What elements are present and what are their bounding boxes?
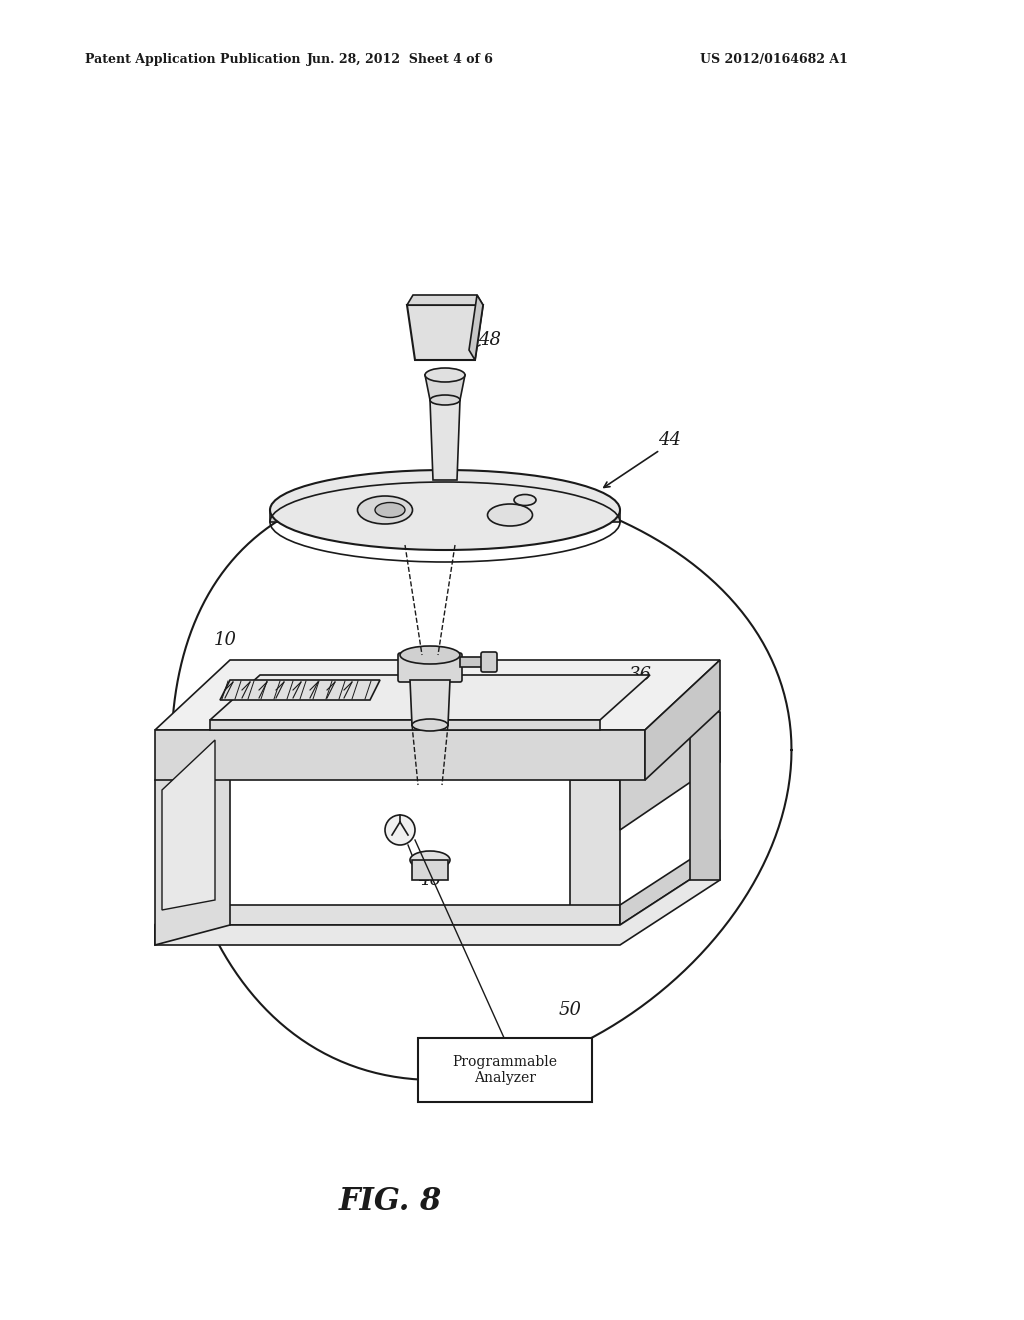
Polygon shape (155, 906, 165, 945)
Ellipse shape (514, 495, 536, 506)
Ellipse shape (400, 645, 460, 664)
Ellipse shape (425, 368, 465, 381)
Ellipse shape (430, 395, 460, 405)
Polygon shape (165, 906, 620, 925)
Text: 36: 36 (629, 667, 651, 684)
Polygon shape (407, 305, 483, 360)
Polygon shape (410, 680, 450, 725)
Polygon shape (155, 660, 720, 730)
Polygon shape (620, 711, 720, 830)
FancyBboxPatch shape (418, 1038, 592, 1102)
Text: 48: 48 (478, 331, 502, 348)
Polygon shape (155, 730, 645, 780)
Polygon shape (210, 719, 600, 730)
Text: Jun. 28, 2012  Sheet 4 of 6: Jun. 28, 2012 Sheet 4 of 6 (306, 54, 494, 66)
Polygon shape (620, 840, 720, 925)
Text: 50: 50 (558, 1001, 582, 1019)
Polygon shape (645, 660, 720, 780)
Polygon shape (425, 375, 465, 400)
Polygon shape (407, 294, 483, 305)
Text: 46: 46 (419, 871, 441, 888)
Polygon shape (570, 780, 620, 931)
FancyBboxPatch shape (398, 653, 462, 682)
Text: Programmable
Analyzer: Programmable Analyzer (453, 1055, 557, 1085)
Ellipse shape (412, 719, 449, 731)
Ellipse shape (357, 496, 413, 524)
Ellipse shape (487, 504, 532, 525)
Polygon shape (165, 780, 210, 931)
Polygon shape (460, 657, 485, 667)
Polygon shape (210, 675, 650, 719)
Ellipse shape (375, 503, 406, 517)
FancyBboxPatch shape (481, 652, 497, 672)
Polygon shape (155, 711, 230, 945)
Text: US 2012/0164682 A1: US 2012/0164682 A1 (700, 54, 848, 66)
Polygon shape (412, 861, 449, 880)
Text: 44: 44 (658, 432, 682, 449)
Ellipse shape (385, 814, 415, 845)
Polygon shape (155, 861, 720, 945)
Polygon shape (220, 680, 380, 700)
Text: Patent Application Publication: Patent Application Publication (85, 54, 300, 66)
Polygon shape (690, 711, 720, 880)
Text: FIG. 8: FIG. 8 (338, 1187, 441, 1217)
Ellipse shape (270, 470, 620, 550)
Polygon shape (162, 741, 215, 909)
Ellipse shape (410, 851, 450, 869)
Polygon shape (430, 400, 460, 480)
Polygon shape (469, 294, 483, 360)
Text: 10: 10 (213, 631, 237, 649)
Polygon shape (270, 510, 620, 521)
